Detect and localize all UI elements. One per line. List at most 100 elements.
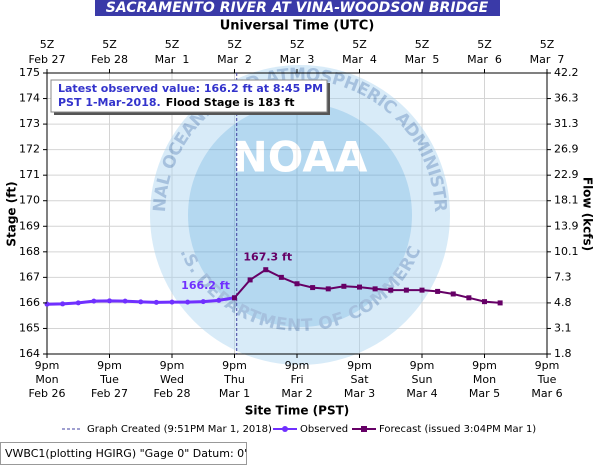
- data-point: [466, 295, 472, 301]
- x2-tick-label: Mar 5: [405, 53, 440, 66]
- y-tick-label: 167: [19, 270, 40, 283]
- y2-tick-label: 42.2: [554, 66, 579, 79]
- y2-axis-title: Flow (kcfs): [581, 177, 595, 251]
- x2-tick-label: Mar 3: [280, 53, 315, 66]
- y2-tick-label: 4.8: [554, 296, 572, 309]
- legend-swatch: [282, 426, 288, 432]
- y-axis-title: Stage (ft): [5, 181, 19, 246]
- x2-tick-label: Feb 28: [91, 53, 128, 66]
- watermark-inner: [188, 103, 412, 327]
- data-point: [419, 287, 425, 293]
- x-tick-label: Feb 26: [29, 387, 66, 400]
- x-tick-label: 9pm: [285, 359, 310, 372]
- chart-title: SACRAMENTO RIVER AT VINA-WOODSON BRIDGE: [106, 0, 489, 16]
- x2-tick-label: 5Z: [477, 38, 492, 51]
- x-tick-label: Tue: [99, 373, 119, 386]
- data-point: [450, 291, 456, 297]
- y-tick-label: 165: [19, 321, 40, 334]
- data-point: [200, 299, 206, 305]
- annotation-text: Latest observed value: 166.2 ft at 8:45 …: [58, 82, 323, 95]
- data-point: [91, 298, 97, 304]
- y2-tick-label: 7.3: [554, 270, 572, 283]
- y-tick-label: 171: [19, 168, 40, 181]
- data-point: [388, 287, 394, 293]
- x2-tick-label: Mar 6: [467, 53, 502, 66]
- x-tick-label: 9pm: [35, 359, 60, 372]
- data-point: [310, 285, 316, 291]
- data-point: [497, 300, 503, 306]
- y-tick-label: 175: [19, 66, 40, 79]
- data-point: [169, 299, 175, 305]
- annotation-box: [50, 79, 328, 113]
- x-tick-label: 9pm: [347, 359, 372, 372]
- y2-tick-label: 18.1: [554, 194, 579, 207]
- x-tick-label: Mar 1: [219, 387, 250, 400]
- watermark-center-text: NOAA: [233, 133, 368, 182]
- x-tick-label: Mar 2: [281, 387, 312, 400]
- x-tick-label: 9pm: [222, 359, 247, 372]
- y2-tick-label: 26.9: [554, 143, 579, 156]
- series-line: [233, 268, 501, 304]
- y2-tick-label: 36.3: [554, 92, 579, 105]
- data-point: [482, 299, 487, 305]
- x2-tick-label: Mar 4: [342, 53, 377, 66]
- y-tick-label: 172: [19, 143, 40, 156]
- data-point: [294, 281, 300, 287]
- x-tick-label: 9pm: [97, 359, 122, 372]
- data-point: [138, 299, 144, 305]
- x-tick-label: Mar 3: [344, 387, 375, 400]
- data-point: [263, 267, 269, 273]
- y-tick-label: 168: [19, 245, 40, 258]
- x-tick-label: 9pm: [160, 359, 185, 372]
- marks: [44, 73, 503, 354]
- data-point: [122, 298, 128, 304]
- y-tick-label: 169: [19, 219, 40, 232]
- x2-tick-label: 5Z: [290, 38, 305, 51]
- x-tick-label: Wed: [160, 373, 184, 386]
- footer: VWBC1(plotting HGIRG) "Gage 0" Datum: 0': [5, 447, 247, 460]
- y2-tick-label: 3.1: [554, 321, 572, 334]
- legend-label: Forecast (issued 3:04PM Mar 1): [379, 424, 536, 435]
- x-tick-label: Sun: [412, 373, 433, 386]
- x2-tick-label: 5Z: [415, 38, 430, 51]
- x2-tick-label: 5Z: [102, 38, 117, 51]
- y-tick-label: 164: [19, 347, 40, 360]
- x-tick-label: Sat: [350, 373, 369, 386]
- title-banner: [95, 0, 500, 16]
- legend: Graph Created (9:51PM Mar 1, 2018) Obser…: [62, 424, 536, 435]
- x-tick-label: 9pm: [410, 359, 435, 372]
- x2-tick-label: Feb 27: [29, 53, 66, 66]
- y-tick-label: 174: [19, 92, 40, 105]
- flood-stage-text: Flood Stage is 183 ft: [166, 96, 295, 109]
- y2-tick-label: 10.1: [554, 245, 579, 258]
- data-point: [403, 287, 409, 293]
- x2-tick-label: Mar 1: [155, 53, 190, 66]
- x2-tick-label: 5Z: [40, 38, 55, 51]
- data-point: [153, 299, 159, 305]
- data-point: [107, 298, 112, 304]
- x2-tick-label: 5Z: [227, 38, 242, 51]
- x-axis-title: Site Time (PST): [245, 404, 350, 418]
- x2-axis-title: Universal Time (UTC): [220, 19, 375, 34]
- x2-tick-label: Mar 2: [217, 53, 252, 66]
- x2-tick-label: 5Z: [165, 38, 180, 51]
- y-tick-label: 173: [19, 117, 40, 130]
- annotation-text: PST 1-Mar-2018. Flood Stage is 183 ft: [58, 96, 295, 109]
- x2-tick-label: Mar 7: [530, 53, 565, 66]
- x-tick-label: Thu: [223, 373, 245, 386]
- x-tick-label: Mon: [473, 373, 496, 386]
- y-tick-label: 170: [19, 194, 40, 207]
- data-point: [60, 301, 66, 307]
- x-tick-label: Tue: [537, 373, 557, 386]
- x2-tick-label: 5Z: [540, 38, 555, 51]
- x2-tick-label: 5Z: [352, 38, 367, 51]
- y-tick-label: 166: [19, 296, 40, 309]
- data-point: [325, 286, 331, 292]
- y2-tick-label: 1.8: [554, 347, 572, 360]
- x-tick-label: Mar 4: [406, 387, 437, 400]
- x-tick-label: Feb 27: [91, 387, 128, 400]
- legend-swatch: [361, 426, 367, 432]
- y2-tick-label: 22.9: [554, 168, 579, 181]
